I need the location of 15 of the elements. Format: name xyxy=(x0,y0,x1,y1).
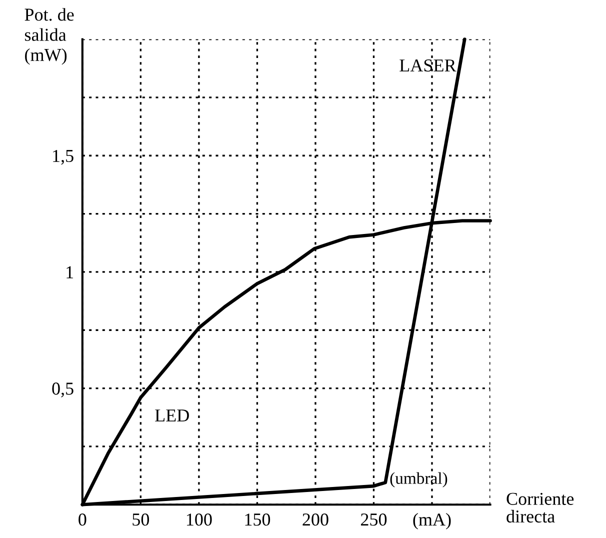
x-tick-label: (mA) xyxy=(413,512,451,530)
y-tick-label: 1,5 xyxy=(53,150,74,165)
x-axis-title: Corriente directa xyxy=(506,492,574,523)
y-tick-label: 1 xyxy=(66,266,73,278)
x-tick-label: 0 xyxy=(78,514,86,526)
series-label: LED xyxy=(155,410,189,422)
series-label: LASER xyxy=(400,59,456,72)
x-tick-label: 100 xyxy=(186,514,212,526)
y-tick-label: 0,5 xyxy=(52,382,74,398)
y-axis-title: Pot. de salida (mW) xyxy=(24,8,74,65)
x-tick-label: 200 xyxy=(302,514,328,526)
x-tick-label: 150 xyxy=(245,514,270,526)
x-tick-label: 50 xyxy=(132,514,150,526)
annotation: (umbral) xyxy=(390,472,448,488)
x-tick-label: 250 xyxy=(360,514,387,526)
